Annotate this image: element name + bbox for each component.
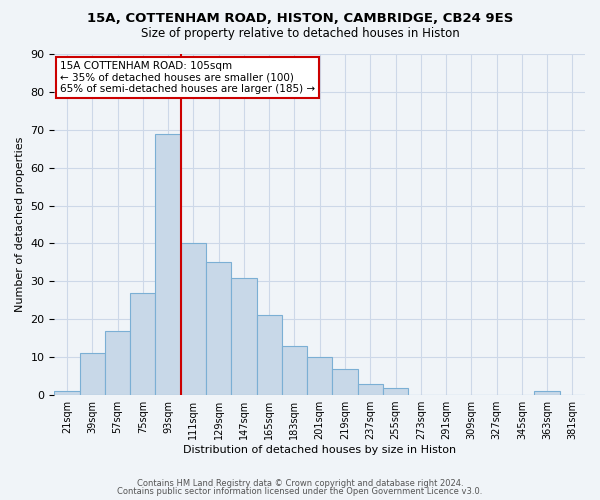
Bar [307,357,332,395]
Bar [231,278,257,395]
Bar [181,244,206,395]
Bar [257,316,282,395]
Bar [130,293,155,395]
Text: Contains HM Land Registry data © Crown copyright and database right 2024.: Contains HM Land Registry data © Crown c… [137,478,463,488]
Bar [358,384,383,395]
Bar [105,330,130,395]
Y-axis label: Number of detached properties: Number of detached properties [15,137,25,312]
Bar [206,262,231,395]
Text: 15A, COTTENHAM ROAD, HISTON, CAMBRIDGE, CB24 9ES: 15A, COTTENHAM ROAD, HISTON, CAMBRIDGE, … [87,12,513,26]
Bar [80,354,105,395]
X-axis label: Distribution of detached houses by size in Histon: Distribution of detached houses by size … [183,445,456,455]
Text: 15A COTTENHAM ROAD: 105sqm
← 35% of detached houses are smaller (100)
65% of sem: 15A COTTENHAM ROAD: 105sqm ← 35% of deta… [60,61,315,94]
Bar [332,368,358,395]
Bar [383,388,408,395]
Bar [55,392,80,395]
Text: Contains public sector information licensed under the Open Government Licence v3: Contains public sector information licen… [118,487,482,496]
Bar [535,392,560,395]
Bar [282,346,307,395]
Bar [155,134,181,395]
Text: Size of property relative to detached houses in Histon: Size of property relative to detached ho… [140,28,460,40]
